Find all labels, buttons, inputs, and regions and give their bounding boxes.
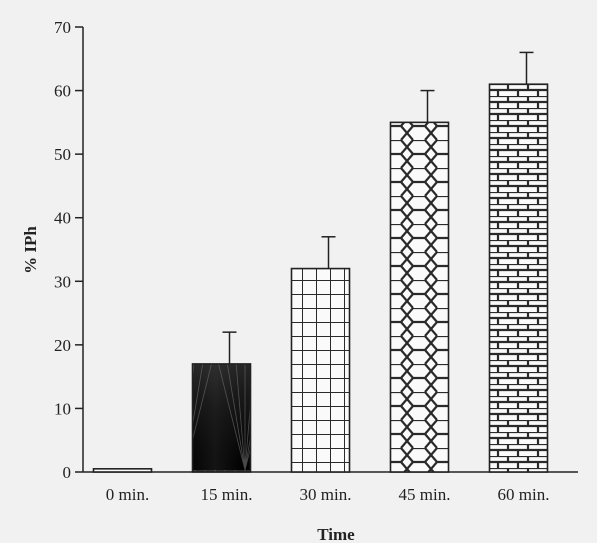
- x-axis-title: Time: [317, 525, 355, 543]
- error-bars: [222, 51, 534, 364]
- x-tick-label: 30 min.: [300, 485, 352, 504]
- y-tick-label: 0: [63, 463, 72, 482]
- x-tick-label: 60 min.: [498, 485, 550, 504]
- bar: [389, 121, 450, 473]
- bar: [191, 363, 252, 473]
- y-tick-label: 40: [54, 209, 71, 228]
- y-tick-label: 10: [54, 399, 71, 418]
- y-axis-title: % IPh: [21, 226, 40, 274]
- x-tick-label: 45 min.: [399, 485, 451, 504]
- y-tick-label: 70: [54, 18, 71, 37]
- y-ticks: 0 10 20 30 40 50 60 70: [54, 18, 83, 482]
- y-tick-label: 60: [54, 82, 71, 101]
- x-tick-label: 0 min.: [106, 485, 149, 504]
- bars: [92, 83, 549, 473]
- x-tick-labels: 0 min. 15 min. 30 min. 45 min. 60 min.: [106, 485, 550, 504]
- bar: [92, 468, 153, 473]
- y-tick-label: 20: [54, 336, 71, 355]
- x-tick-label: 15 min.: [201, 485, 253, 504]
- bar: [290, 267, 351, 473]
- y-tick-label: 50: [54, 145, 71, 164]
- y-tick-label: 30: [54, 272, 71, 291]
- bar: [488, 83, 549, 473]
